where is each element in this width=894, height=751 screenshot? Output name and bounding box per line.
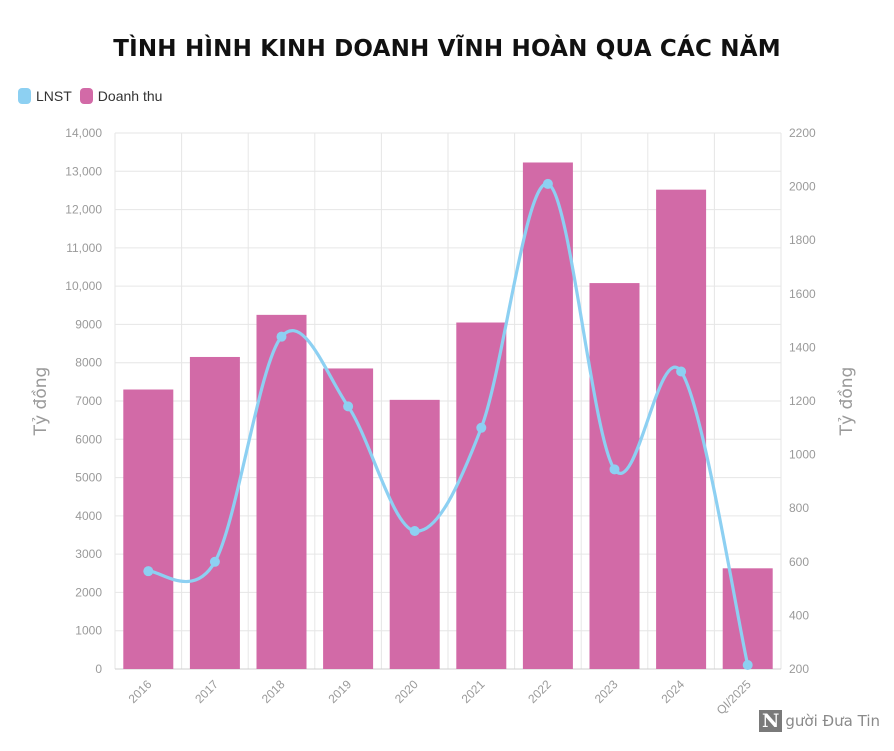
point-lnst	[343, 401, 354, 412]
legend-swatch-doanh-thu	[79, 88, 93, 104]
y2-tick-label: 400	[789, 608, 809, 622]
bar-doanh-thu	[123, 389, 174, 669]
y-tick-label: 5000	[75, 471, 102, 485]
y2-tick-label: 2200	[789, 126, 816, 140]
y2-tick-label: 1400	[789, 340, 816, 354]
legend: LNST Doanh thu	[18, 88, 170, 104]
point-lnst	[476, 422, 487, 433]
point-lnst	[209, 556, 220, 567]
x-tick-label: 2022	[525, 677, 554, 706]
y-tick-label: 8000	[75, 356, 102, 370]
legend-label-doanh-thu: Doanh thu	[97, 88, 163, 104]
y-tick-label: 14,000	[65, 126, 102, 140]
bar-doanh-thu	[456, 322, 507, 669]
y-tick-label: 6000	[75, 432, 102, 446]
point-lnst	[276, 331, 287, 342]
y-tick-label: 2000	[75, 585, 102, 599]
x-tick-label: 2023	[592, 677, 621, 706]
y2-tick-label: 600	[789, 555, 809, 569]
bar-doanh-thu	[256, 314, 307, 669]
bar-doanh-thu	[722, 568, 773, 669]
y-tick-label: 4000	[75, 509, 102, 523]
y2-tick-label: 2000	[789, 180, 816, 194]
watermark-badge: N	[759, 710, 783, 732]
x-tick-label: 2024	[658, 677, 687, 706]
point-lnst	[143, 566, 154, 577]
y-tick-label: 3000	[75, 547, 102, 561]
y-tick-label: 10,000	[65, 279, 102, 293]
y-tick-label: 11,000	[66, 241, 102, 255]
y-axis-title: Tỷ đồng	[30, 367, 51, 437]
legend-item-lnst[interactable]: LNST	[18, 88, 72, 104]
bar-doanh-thu	[589, 283, 640, 669]
line-lnst	[146, 182, 750, 667]
watermark-logo: N gười Đưa Tin	[759, 710, 880, 732]
point-lnst	[609, 464, 620, 475]
point-lnst	[676, 366, 687, 377]
point-lnst	[542, 178, 553, 189]
x-tick-label: 2020	[392, 677, 421, 706]
point-lnst	[742, 659, 753, 670]
x-tick-label: 2019	[325, 677, 354, 706]
y2-tick-label: 800	[789, 501, 809, 515]
y2-tick-label: 1000	[789, 448, 816, 462]
y-tick-label: 0	[95, 662, 102, 676]
x-tick-label: 2018	[259, 677, 288, 706]
bar-doanh-thu	[522, 162, 573, 670]
legend-item-doanh-thu[interactable]: Doanh thu	[79, 88, 163, 104]
point-lnst	[409, 525, 420, 536]
bar-doanh-thu	[323, 368, 374, 669]
y-tick-label: 1000	[75, 624, 102, 638]
legend-swatch-lnst	[18, 88, 31, 104]
x-tick-label: 2017	[192, 677, 221, 706]
y-tick-label: 9000	[75, 317, 102, 331]
y-tick-label: 12,000	[65, 203, 102, 217]
y2-axis-title: Tỷ đồng	[836, 367, 857, 437]
legend-label-lnst: LNST	[36, 88, 72, 104]
y-tick-label: 7000	[75, 394, 102, 408]
y-tick-label: 13,000	[65, 164, 102, 178]
y2-tick-label: 1600	[789, 287, 816, 301]
x-tick-label: 2021	[459, 677, 488, 706]
y2-tick-label: 1200	[789, 394, 816, 408]
watermark-text: gười Đưa Tin	[785, 712, 880, 730]
y2-tick-label: 1800	[789, 233, 816, 247]
y2-tick-label: 200	[789, 662, 809, 676]
x-tick-label: QI/2025	[714, 677, 754, 717]
x-tick-label: 2016	[126, 677, 155, 706]
bar-doanh-thu	[656, 189, 707, 670]
chart-title: TÌNH HÌNH KINH DOANH VĨNH HOÀN QUA CÁC N…	[113, 36, 781, 62]
